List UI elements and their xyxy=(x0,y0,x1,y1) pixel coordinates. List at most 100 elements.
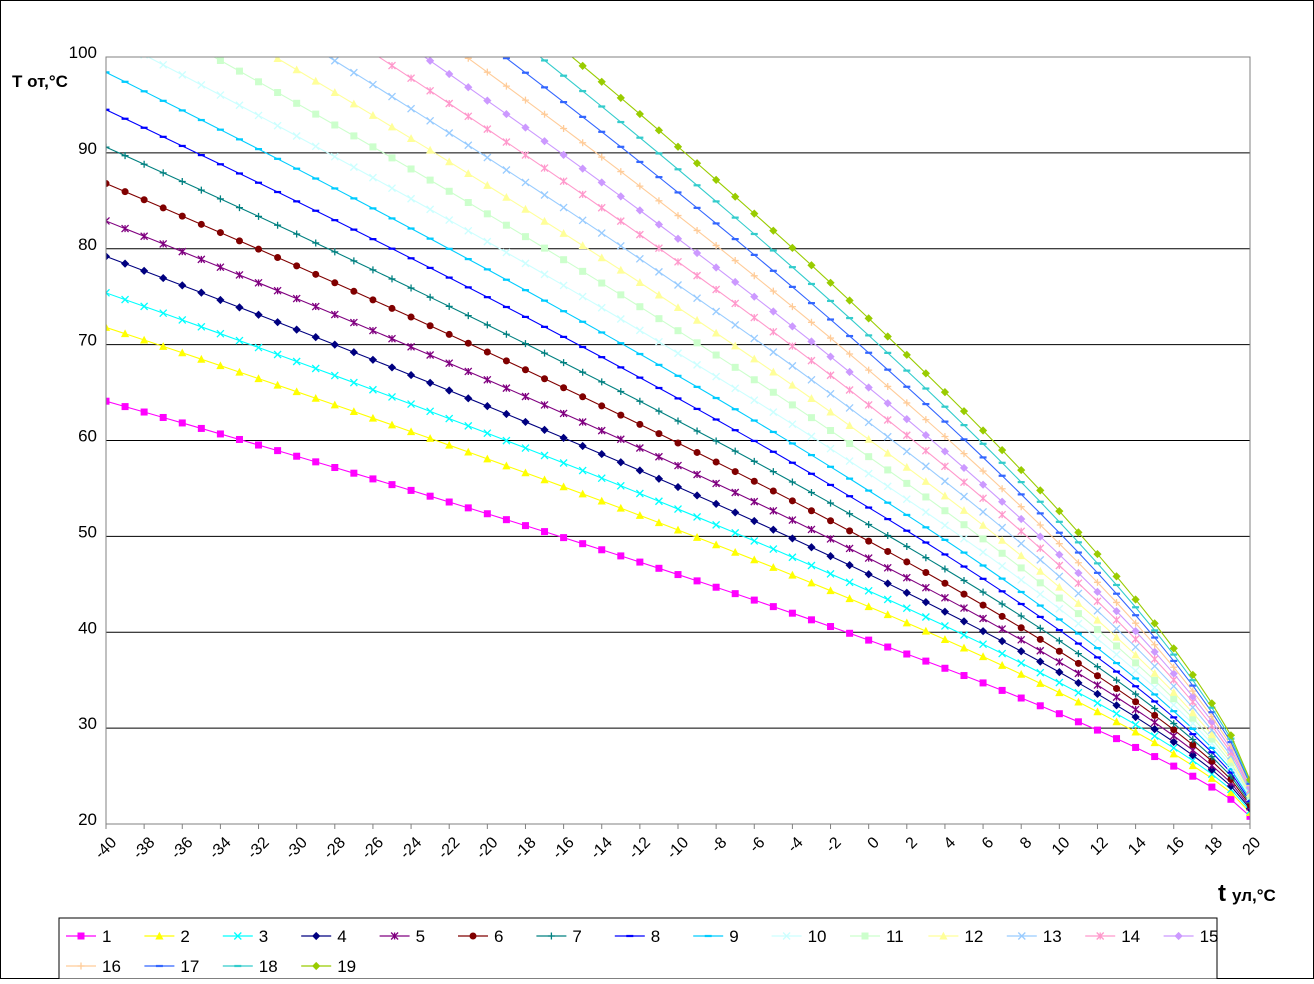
data-point xyxy=(560,359,568,367)
data-point xyxy=(1074,579,1083,588)
data-point xyxy=(1093,606,1102,615)
data-point xyxy=(1017,575,1026,584)
data-point xyxy=(1151,705,1159,713)
data-point xyxy=(159,342,168,350)
data-point xyxy=(674,439,682,447)
data-point xyxy=(693,339,701,347)
data-point xyxy=(731,299,740,308)
data-point xyxy=(1074,650,1082,658)
data-point xyxy=(712,307,721,316)
data-point xyxy=(597,178,606,187)
legend-item: 9 xyxy=(693,927,739,946)
data-point xyxy=(445,216,454,225)
data-point xyxy=(769,367,778,376)
data-point xyxy=(406,134,416,142)
data-point xyxy=(864,434,873,443)
data-point xyxy=(597,77,606,86)
data-point xyxy=(846,527,854,535)
data-point xyxy=(788,420,797,429)
data-point xyxy=(368,111,378,119)
data-point xyxy=(502,221,510,229)
data-point xyxy=(998,612,1006,620)
data-point xyxy=(903,650,911,658)
series-14 xyxy=(369,57,1250,794)
data-point xyxy=(502,248,511,257)
data-point xyxy=(254,111,263,120)
data-point xyxy=(826,371,835,380)
data-point xyxy=(902,462,911,471)
legend-box xyxy=(58,917,1218,980)
data-point xyxy=(121,188,129,196)
data-point xyxy=(750,536,759,545)
data-point xyxy=(350,287,358,295)
data-point xyxy=(426,322,434,330)
data-point xyxy=(464,57,472,62)
data-point xyxy=(521,259,530,268)
data-point xyxy=(769,525,778,534)
y-tick-label: 80 xyxy=(78,235,97,254)
data-point xyxy=(1169,737,1178,746)
data-point xyxy=(807,432,816,441)
data-point xyxy=(1036,521,1044,529)
data-point xyxy=(1017,564,1025,572)
data-point xyxy=(598,402,606,410)
data-point xyxy=(1055,561,1064,570)
data-point xyxy=(483,210,491,218)
data-point xyxy=(197,322,206,331)
data-point xyxy=(941,565,949,573)
data-point xyxy=(387,420,397,429)
data-point xyxy=(502,192,511,201)
data-point xyxy=(426,378,435,387)
legend-label: 11 xyxy=(886,927,904,946)
data-point xyxy=(731,528,740,537)
data-point xyxy=(254,374,263,383)
data-point xyxy=(788,342,797,351)
data-point xyxy=(712,328,721,337)
data-point xyxy=(330,371,339,380)
data-point xyxy=(693,470,702,479)
data-point xyxy=(1093,726,1101,734)
data-point xyxy=(1170,663,1178,671)
legend-item: 13 xyxy=(1006,927,1062,946)
data-point xyxy=(807,507,815,515)
data-point xyxy=(140,266,149,275)
data-point xyxy=(731,341,740,350)
data-point xyxy=(216,361,225,370)
data-point xyxy=(1169,682,1178,691)
data-point xyxy=(826,389,835,398)
data-point xyxy=(1227,795,1235,803)
data-point xyxy=(483,153,492,162)
data-point xyxy=(197,220,205,228)
data-point xyxy=(559,281,568,290)
data-point xyxy=(502,461,511,470)
data-point xyxy=(865,636,873,644)
data-point xyxy=(1055,657,1064,666)
data-point xyxy=(216,430,224,438)
data-point xyxy=(541,244,549,252)
data-point xyxy=(1036,555,1045,564)
data-point xyxy=(903,479,911,487)
data-point xyxy=(349,407,358,416)
data-point xyxy=(426,351,435,359)
data-point xyxy=(788,516,797,525)
data-point xyxy=(216,195,224,203)
data-point xyxy=(597,449,606,459)
data-point xyxy=(902,350,911,359)
data-point xyxy=(827,623,835,631)
data-point xyxy=(807,488,815,496)
data-point xyxy=(750,354,759,363)
data-point xyxy=(388,61,396,70)
legend-label: 19 xyxy=(337,957,356,976)
data-point xyxy=(235,435,243,443)
data-point xyxy=(388,154,396,162)
data-point xyxy=(846,510,854,518)
data-point xyxy=(959,506,969,514)
legend-label: 4 xyxy=(337,927,346,946)
data-point xyxy=(483,96,492,105)
series-5 xyxy=(106,216,1250,811)
legend-label: 1 xyxy=(102,927,111,946)
data-point xyxy=(349,318,358,327)
data-point xyxy=(464,141,473,150)
data-point xyxy=(903,399,911,407)
